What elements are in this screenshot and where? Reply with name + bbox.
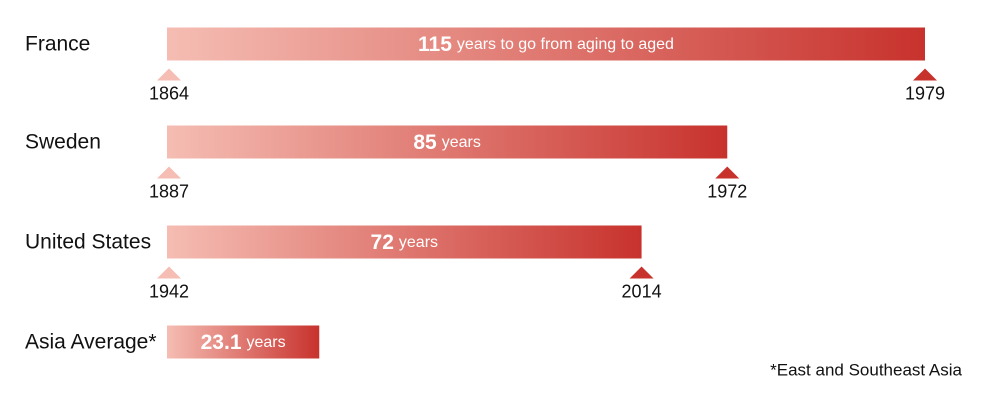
bar <box>167 125 728 159</box>
value-number: 23.1 <box>201 331 242 354</box>
start-year: 1942 <box>149 281 189 301</box>
value-unit: years to go from aging to aged <box>457 36 674 53</box>
end-marker <box>913 68 937 81</box>
value-label: 23.1 years <box>201 331 286 354</box>
value-unit: years <box>442 134 481 151</box>
value-label: 85 years <box>413 131 480 154</box>
start-marker <box>157 266 181 279</box>
value-unit: years <box>399 234 438 251</box>
end-year: 1972 <box>707 181 747 201</box>
start-marker <box>157 68 181 81</box>
value-number: 115 <box>418 33 452 56</box>
category-label: France <box>25 33 90 56</box>
end-year: 1979 <box>905 83 945 103</box>
value-number: 85 <box>413 131 437 154</box>
value-number: 72 <box>371 231 394 254</box>
category-label: Sweden <box>25 131 101 154</box>
footnote: *East and Southeast Asia <box>770 360 962 379</box>
end-marker <box>629 266 654 279</box>
bar <box>167 225 642 259</box>
bar <box>167 325 320 359</box>
value-unit: years <box>247 334 286 351</box>
category-label: United States <box>25 231 151 254</box>
start-year: 1887 <box>149 181 189 201</box>
value-label: 115 years to go from aging to aged <box>418 33 674 56</box>
bar <box>167 27 925 61</box>
start-marker <box>157 166 181 179</box>
value-label: 72 years <box>371 231 438 254</box>
start-year: 1864 <box>149 83 189 103</box>
end-year: 2014 <box>622 281 662 301</box>
category-label: Asia Average* <box>25 331 157 354</box>
end-marker <box>715 166 740 179</box>
